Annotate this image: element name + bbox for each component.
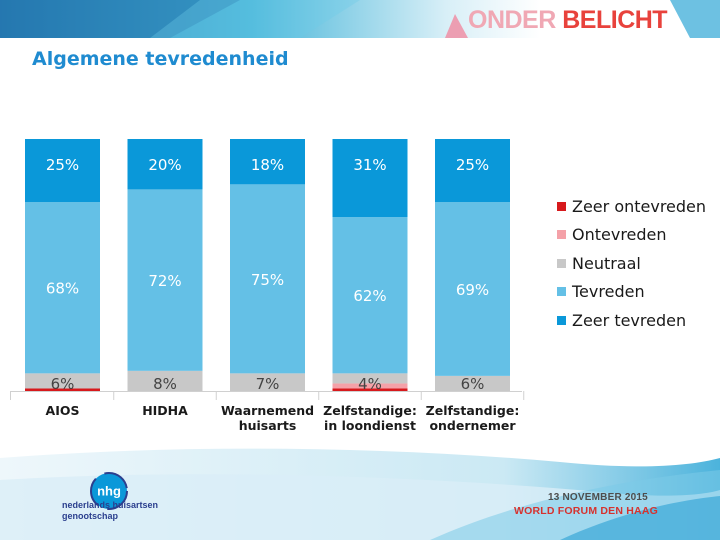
category-label-line: Zelfstandige: [323,403,417,418]
data-label: 20% [148,156,181,174]
legend-item: Zeer ontevreden [557,192,706,221]
svg-text:nhg: nhg [97,484,121,499]
slide-title: Algemene tevredenheid [32,48,289,70]
category-label: Zelfstandige: ondernemer [422,403,524,433]
data-label: 72% [148,272,181,290]
bar-segment-ontevreden [332,383,408,389]
bar-segment-tevreden [435,202,510,376]
footer-band [0,440,720,540]
bar-segment-zeer-tevreden [25,139,100,202]
bar-segment-tevreden [332,217,408,374]
data-label: 7% [256,375,280,393]
event-date: 13 NOVEMBER 2015 [548,492,648,503]
legend-swatch [557,258,566,268]
legend-label: Zeer tevreden [572,310,687,330]
bar-segment-tevreden [25,202,100,374]
legend-label: Zeer ontevreden [572,196,707,216]
category-label-line: AIOS [45,403,80,418]
legend-item: Zeer tevreden [557,306,706,335]
data-label: 69% [456,281,489,299]
legend-item: Tevreden [557,278,706,307]
category-label-line: Zelfstandige: [425,403,520,418]
bar-segment-neutraal [332,373,408,384]
category-label-line: huisarts [238,418,297,433]
bar-segment-zeer-ontevreden [332,388,408,391]
org-name-line: nederlands huisartsen [62,500,159,510]
category-label-line: Waarnemend [220,403,315,418]
bar-segment-tevreden [230,184,305,374]
org-name: nederlands huisartsen genootschap [62,500,158,522]
footer-wave-graphic [0,448,720,540]
event-logo: ONDER BELICHT [468,6,668,35]
category-label: HIDHA [114,403,216,418]
data-label: 25% [46,156,79,174]
category-label-line: HIDHA [142,403,188,418]
bar-segment-neutraal [127,370,203,391]
legend-label: Tevreden [572,282,645,302]
legend-item: Neutraal [557,249,706,278]
data-label: 4% [358,375,382,393]
legend-item: Ontevreden [557,221,706,250]
data-label: 8% [153,375,177,393]
legend-swatch [557,201,566,211]
nhg-logo: nhg [90,472,128,510]
bar-segment-zeer-tevreden [435,139,510,202]
chart-legend: Zeer ontevreden Ontevreden Neutraal Tevrede… [557,192,706,335]
data-label: 62% [353,287,386,305]
event-logo-word1: ONDER [468,6,556,34]
event-name: WORLD FORUM DEN HAAG [514,505,658,517]
legend-swatch [557,287,566,297]
category-label-line: in loondienst [324,418,416,433]
bar-segment-zeer-tevreden [230,139,305,185]
category-label: AIOS [12,403,114,418]
category-label: Zelfstandige: in loondienst [319,403,421,433]
data-label: 6% [51,375,75,393]
legend-label: Ontevreden [572,225,667,245]
data-label: 25% [456,156,489,174]
bar-segment-zeer-ontevreden [25,388,100,391]
category-label-line: ondernemer [429,418,516,433]
header-banner-graphic [0,0,720,38]
data-label: 75% [251,271,284,289]
bar-segment-zeer-tevreden [127,139,203,190]
legend-swatch [557,230,566,240]
data-label: 18% [251,156,284,174]
legend-swatch [557,315,566,325]
legend-label: Neutraal [572,253,641,273]
data-label: 31% [353,156,386,174]
bar-segment-tevreden [127,189,203,371]
bar-segment-neutraal [435,375,510,391]
org-name-line: genootschap [62,511,119,521]
bar-segment-neutraal [25,373,100,389]
category-label: Waarnemend huisarts [217,403,319,433]
event-logo-word2: BELICHT [562,6,668,34]
data-label: 6% [461,375,485,393]
bar-segment-zeer-tevreden [332,139,408,218]
bar-segment-neutraal [230,373,305,391]
data-label: 68% [46,280,79,298]
header-band: ONDER BELICHT [0,0,720,38]
